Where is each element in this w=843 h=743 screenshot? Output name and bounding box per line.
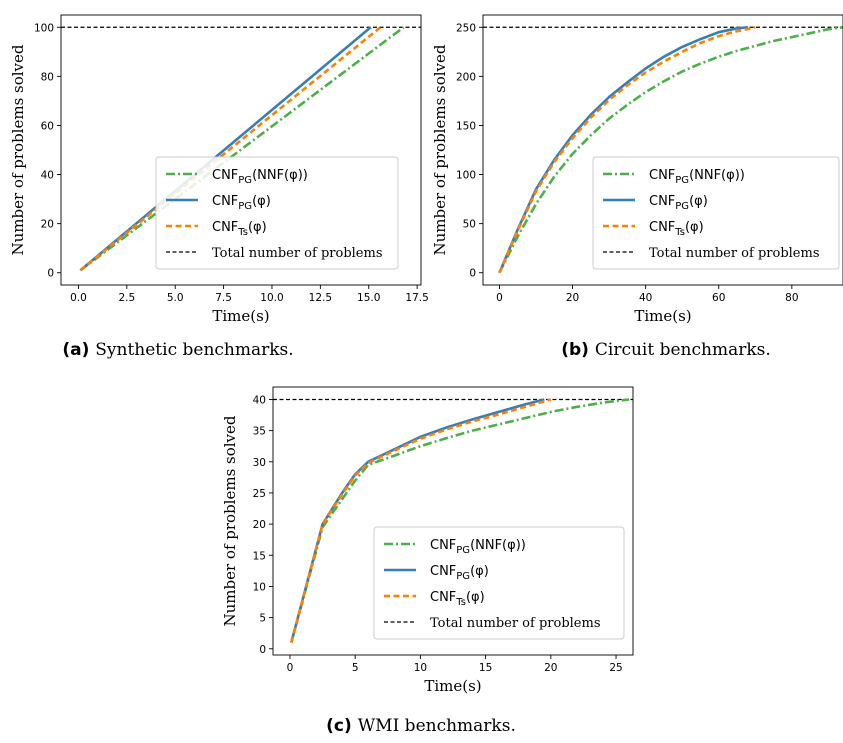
legend-label-pg: CNFPG(φ)	[649, 194, 708, 212]
y-tick-label: 0	[47, 268, 54, 280]
legend-box	[373, 526, 625, 640]
x-tick-label: 7.5	[215, 292, 232, 304]
y-tick-label: 200	[456, 71, 476, 83]
axes-frame	[272, 386, 634, 656]
x-tick-label: 40	[639, 292, 652, 304]
legend-label-total: Total number of problems	[430, 616, 601, 631]
y-tick-label: 0	[469, 268, 476, 280]
legend-label-ts: CNFTs(φ)	[430, 590, 485, 608]
x-tick-label: 80	[785, 292, 798, 304]
series-line-pg	[498, 26, 749, 274]
series-line-nnf	[498, 26, 843, 274]
x-tick-label: 25	[609, 662, 622, 674]
legend-label-nnf: CNFPG(NNF(φ))	[430, 538, 526, 556]
x-axis-label: Time(s)	[212, 307, 269, 325]
x-tick-label: 15.0	[357, 292, 380, 304]
axes-frame	[482, 14, 843, 286]
legend-label-nnf: CNFPG(NNF(φ))	[212, 168, 308, 186]
series-line-pg	[79, 26, 372, 272]
legend-box	[592, 156, 840, 270]
x-axis-label: Time(s)	[634, 307, 691, 325]
y-tick-label: 80	[41, 71, 54, 83]
x-tick-label: 0	[496, 292, 503, 304]
y-tick-label: 40	[253, 394, 266, 406]
y-tick-label: 50	[463, 219, 476, 231]
y-tick-label: 100	[456, 170, 476, 182]
legend-box	[155, 156, 399, 270]
y-tick-label: 25	[253, 488, 266, 500]
x-tick-label: 0.0	[70, 292, 87, 304]
y-tick-label: 60	[41, 120, 54, 132]
x-tick-label: 10	[414, 662, 427, 674]
y-axis-label: Number of problems solved	[221, 415, 239, 626]
series-line-ts	[290, 398, 552, 643]
x-tick-label: 10.0	[260, 292, 283, 304]
caption: (b) Circuit benchmarks.	[561, 340, 771, 360]
legend-label-total: Total number of problems	[212, 246, 383, 261]
y-axis-label: Number of problems solved	[9, 44, 27, 255]
legend: CNFPG(NNF(φ)) CNFPG(φ) CNFTs(φ) Total numbe…	[592, 156, 840, 270]
x-tick-label: 15	[479, 662, 492, 674]
y-tick-label: 40	[41, 170, 54, 182]
y-tick-label: 150	[456, 120, 476, 132]
legend-label-total: Total number of problems	[649, 246, 820, 261]
y-tick-label: 20	[253, 519, 266, 531]
y-tick-label: 10	[253, 581, 266, 593]
x-axis-label: Time(s)	[424, 677, 481, 695]
chart-1: 0.0 2.5 5.0 7.5 10.0 12.5 15.0 17.5 0 20 40 60 80 100…	[9, 14, 429, 360]
x-tick-label: 0	[287, 662, 294, 674]
y-tick-label: 35	[253, 426, 266, 438]
series-line-nnf	[290, 398, 630, 643]
legend: CNFPG(NNF(φ)) CNFPG(φ) CNFTs(φ) Total numbe…	[373, 526, 625, 640]
x-tick-label: 5	[352, 662, 359, 674]
y-tick-label: 100	[34, 22, 54, 34]
caption: (a) Synthetic benchmarks.	[62, 340, 293, 360]
axes-frame	[60, 14, 422, 286]
series-line-ts	[498, 26, 756, 274]
y-tick-label: 15	[253, 550, 266, 562]
chart-2: 0 20 40 60 80 0 50 100 150 200 250 Time(s) Number of…	[431, 14, 843, 360]
x-tick-label: 5.0	[167, 292, 184, 304]
y-tick-label: 5	[259, 613, 266, 625]
legend-label-ts: CNFTs(φ)	[212, 220, 267, 238]
series-line-nnf	[79, 26, 405, 272]
legend-label-pg: CNFPG(φ)	[212, 194, 271, 212]
series-line-ts	[79, 26, 382, 272]
y-tick-label: 250	[456, 22, 476, 34]
y-tick-label: 0	[259, 644, 266, 656]
y-tick-label: 30	[253, 457, 266, 469]
chart-3: 0 5 10 15 20 25 0 5 10 15 20 25 30 35 40 Time(s) Number …	[221, 386, 634, 736]
legend-label-ts: CNFTs(φ)	[649, 220, 704, 238]
x-tick-label: 2.5	[118, 292, 135, 304]
y-axis-label: Number of problems solved	[431, 44, 449, 255]
x-tick-label: 20	[544, 662, 557, 674]
y-tick-label: 20	[41, 219, 54, 231]
x-tick-label: 60	[712, 292, 725, 304]
legend: CNFPG(NNF(φ)) CNFPG(φ) CNFTs(φ) Total numbe…	[155, 156, 399, 270]
x-tick-label: 17.5	[405, 292, 428, 304]
legend-label-pg: CNFPG(φ)	[430, 564, 489, 582]
caption: (c) WMI benchmarks.	[326, 716, 516, 736]
legend-label-nnf: CNFPG(NNF(φ))	[649, 168, 745, 186]
x-tick-label: 20	[566, 292, 579, 304]
x-tick-label: 12.5	[309, 292, 332, 304]
